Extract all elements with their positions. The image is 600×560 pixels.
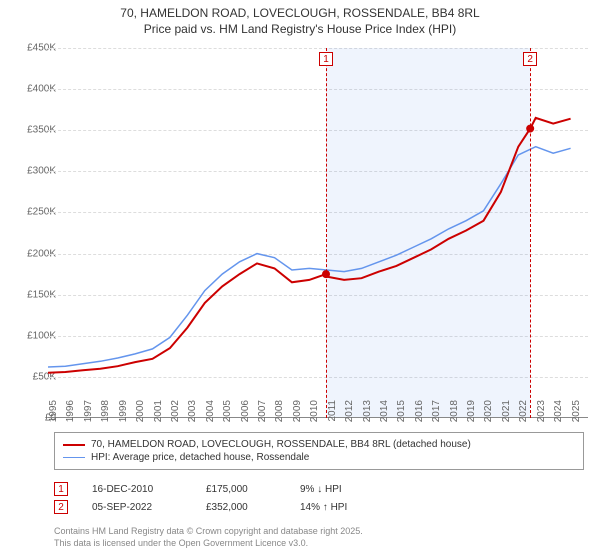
sale-marker-number: 2 [54,500,68,514]
legend-item: 70, HAMELDON ROAD, LOVECLOUGH, ROSSENDAL… [63,439,575,450]
chart-title: 70, HAMELDON ROAD, LOVECLOUGH, ROSSENDAL… [0,0,600,37]
sales-table: 1 16-DEC-2010 £175,000 9% ↓ HPI 2 05-SEP… [54,478,380,518]
sale-marker-number: 1 [54,482,68,496]
sale-delta: 9% ↓ HPI [300,484,380,495]
footer: Contains HM Land Registry data © Crown c… [54,526,363,549]
sale-delta: 14% ↑ HPI [300,502,380,513]
footer-line1: Contains HM Land Registry data © Crown c… [54,526,363,538]
footer-line2: This data is licensed under the Open Gov… [54,538,363,550]
sale-price: £352,000 [206,502,276,513]
series-hpi [48,147,571,367]
sales-row: 1 16-DEC-2010 £175,000 9% ↓ HPI [54,482,380,496]
title-line1: 70, HAMELDON ROAD, LOVECLOUGH, ROSSENDAL… [0,6,600,22]
legend-label: 70, HAMELDON ROAD, LOVECLOUGH, ROSSENDAL… [91,439,471,450]
marker-number-box: 2 [523,52,537,66]
sales-row: 2 05-SEP-2022 £352,000 14% ↑ HPI [54,500,380,514]
marker-line [326,48,327,418]
marker-number-box: 1 [319,52,333,66]
sale-price: £175,000 [206,484,276,495]
series-price_paid [48,118,571,373]
marker-line [530,48,531,418]
plot-area [48,48,588,418]
sale-date: 16-DEC-2010 [92,484,182,495]
legend-swatch [63,457,85,458]
title-line2: Price paid vs. HM Land Registry's House … [0,22,600,38]
chart-container: { "title_line1": "70, HAMELDON ROAD, LOV… [0,0,600,560]
legend-item: HPI: Average price, detached house, Ross… [63,452,575,463]
legend-label: HPI: Average price, detached house, Ross… [91,452,309,463]
sale-date: 05-SEP-2022 [92,502,182,513]
plot-svg [48,48,588,418]
legend: 70, HAMELDON ROAD, LOVECLOUGH, ROSSENDAL… [54,432,584,470]
legend-swatch [63,444,85,446]
